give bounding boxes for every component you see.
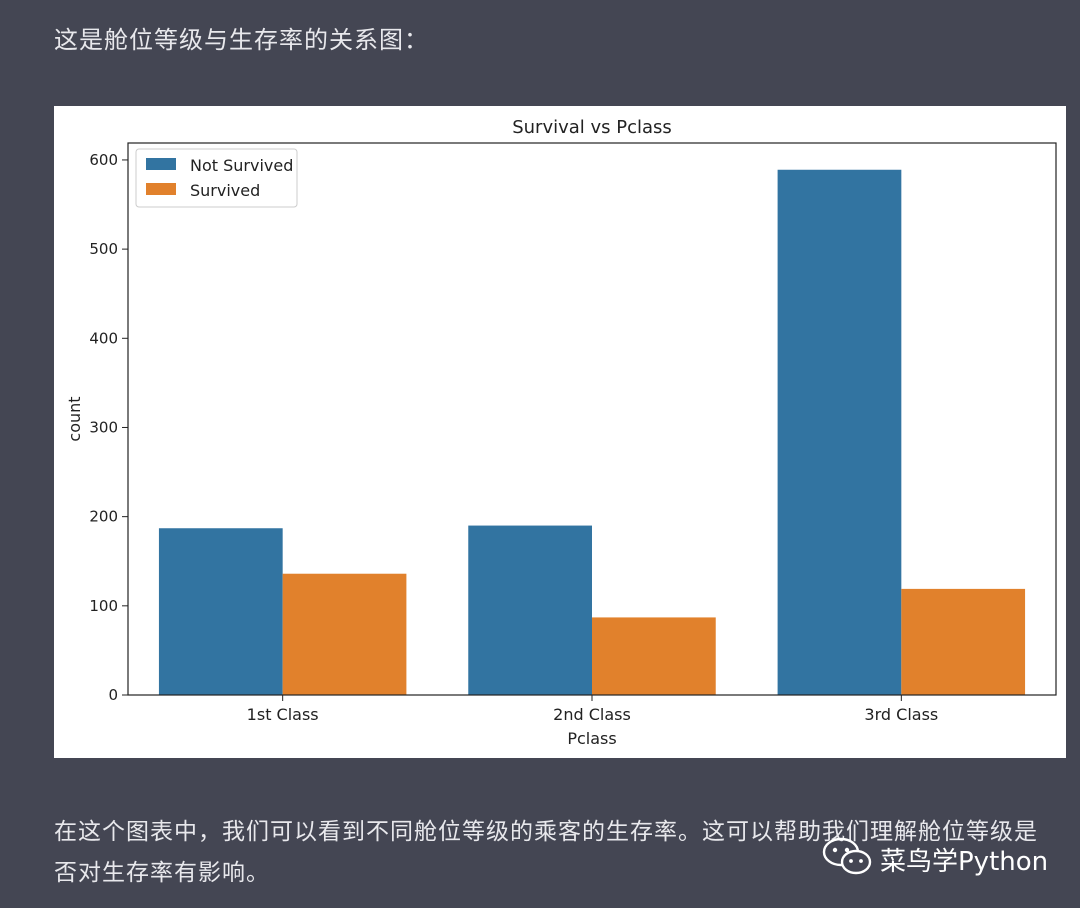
bar-survived-2 bbox=[901, 588, 1026, 695]
chart-container: Survival vs Pclass 0 100 200 300 400 500 600 1… bbox=[54, 106, 1066, 758]
watermark-text: 菜鸟学Python bbox=[880, 847, 1049, 877]
y-tick-label: 100 bbox=[89, 597, 118, 615]
chart-title: Survival vs Pclass bbox=[512, 117, 672, 138]
bar-not-survived-1 bbox=[468, 525, 592, 695]
legend-swatch-survived bbox=[146, 183, 176, 195]
bar-survived-1 bbox=[592, 617, 716, 695]
bar-not-survived-2 bbox=[777, 169, 902, 696]
y-tick-label: 400 bbox=[89, 329, 118, 347]
watermark: 菜鸟学Python bbox=[822, 836, 1048, 883]
x-axis-label: Pclass bbox=[567, 729, 616, 748]
outro-text: 在这个图表中，我们可以看到不同舱位等级的乘客的生存率。这可以帮助我们理解舱位等级… bbox=[54, 819, 1038, 886]
y-axis: 0 100 200 300 400 500 600 bbox=[89, 151, 128, 704]
y-tick-label: 500 bbox=[89, 240, 118, 258]
wechat-icon bbox=[822, 836, 874, 883]
legend-frame bbox=[135, 148, 298, 208]
intro-text: 这是舱位等级与生存率的关系图： bbox=[54, 26, 429, 54]
y-tick-label: 600 bbox=[89, 151, 118, 169]
legend: Not Survived Survived bbox=[135, 148, 298, 208]
y-tick-label: 200 bbox=[89, 508, 118, 526]
y-axis-label: count bbox=[65, 396, 84, 441]
y-tick-label: 0 bbox=[108, 686, 118, 704]
bar-not-survived-0 bbox=[158, 528, 283, 695]
legend-label-not-survived: Not Survived bbox=[190, 156, 293, 175]
x-tick-label: 3rd Class bbox=[864, 705, 938, 724]
x-tick-label: 1st Class bbox=[247, 705, 319, 724]
legend-swatch-not-survived bbox=[146, 158, 176, 170]
bars-group bbox=[158, 169, 1026, 696]
bar-chart: Survival vs Pclass 0 100 200 300 400 500 600 1… bbox=[65, 117, 1057, 748]
y-tick-label: 300 bbox=[89, 418, 118, 436]
legend-label-survived: Survived bbox=[190, 181, 260, 200]
x-axis: 1st Class 2nd Class 3rd Class bbox=[247, 695, 938, 724]
bar-survived-0 bbox=[282, 573, 407, 695]
x-tick-label: 2nd Class bbox=[553, 705, 631, 724]
